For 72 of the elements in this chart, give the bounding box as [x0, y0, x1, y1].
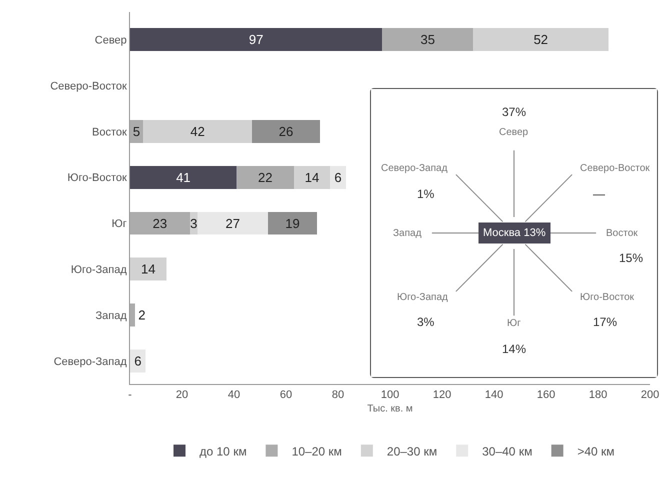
- x-tick-label: 140: [484, 389, 504, 402]
- text: 15%: [619, 251, 644, 265]
- legend-label: 20–30 км: [386, 444, 438, 458]
- text: 17%: [593, 315, 618, 329]
- data-label: 5: [132, 124, 140, 139]
- legend-label: >40 км: [577, 444, 615, 458]
- bar: [130, 28, 382, 52]
- data-label: 26: [278, 124, 294, 139]
- data-label: 52: [534, 32, 548, 48]
- category-label: Юг: [507, 318, 522, 329]
- bar: [130, 166, 237, 189]
- data-label: 6: [134, 354, 142, 369]
- x-tick-label: 180: [588, 389, 608, 402]
- x-tick-label: 60: [280, 389, 292, 402]
- x-tick-label: 160: [536, 389, 556, 402]
- bar: [473, 28, 608, 52]
- y-tick-label: Юго-Запад: [70, 264, 128, 276]
- bar: [236, 166, 294, 189]
- data-label: 22: [258, 170, 272, 185]
- bar: [330, 166, 346, 189]
- y-tick-label: Северо-Запад: [54, 356, 128, 368]
- data-label: 35: [420, 32, 435, 48]
- annotation: Москва 13%: [483, 227, 546, 239]
- data-label: 41: [176, 170, 191, 185]
- category-label: Северо-Восток: [580, 163, 650, 174]
- text: 1%: [417, 187, 434, 201]
- x-tick-label: 120: [432, 389, 452, 402]
- data-label: 2: [138, 308, 146, 323]
- x-tick-label: 20: [176, 389, 188, 402]
- x-axis-title: Тыс. кв. м: [367, 404, 413, 415]
- category-label: Запад: [393, 228, 422, 239]
- y-tick-label: Юго-Восток: [67, 172, 127, 184]
- data-label: 14: [140, 262, 156, 277]
- x-tick-label: 100: [380, 389, 400, 402]
- y-tick-label: Восток: [92, 126, 127, 138]
- x-tick-label: 40: [228, 389, 240, 402]
- text: —: [593, 187, 605, 201]
- data-label: 97: [248, 32, 264, 48]
- bar: [268, 212, 318, 235]
- bar: [294, 166, 330, 189]
- bar: [382, 28, 474, 52]
- text: 14%: [502, 342, 526, 356]
- y-tick-label: Юг: [112, 218, 127, 230]
- data-label: 3: [190, 216, 198, 231]
- bar: [130, 258, 166, 281]
- data-label: 23: [152, 216, 168, 231]
- category-label: Восток: [606, 228, 638, 239]
- bar: [130, 304, 136, 327]
- data-label: 42: [190, 124, 205, 139]
- data-label: 14: [304, 170, 320, 185]
- y-tick-label: Запад: [96, 310, 128, 322]
- data-label: 27: [225, 216, 240, 231]
- data-label: 6: [334, 170, 342, 185]
- data-label: 19: [285, 216, 300, 231]
- category-label: Север: [499, 127, 529, 138]
- y-tick-label: Север: [94, 34, 127, 46]
- category-label: Северо-Запад: [381, 163, 448, 174]
- bar: [143, 120, 252, 143]
- x-tick-label: 200: [640, 389, 660, 402]
- bar: [252, 120, 320, 143]
- text: 37%: [502, 105, 526, 119]
- category-label: Юго-Запад: [397, 292, 448, 303]
- category-label: Юго-Восток: [580, 292, 635, 303]
- legend-label: 30–40 км: [482, 444, 532, 458]
- bar: [198, 212, 268, 235]
- x-tick-label: 80: [332, 389, 344, 402]
- x-tick-label: -: [128, 389, 132, 402]
- bar: [130, 212, 190, 235]
- legend-label: до 10 км: [200, 444, 247, 458]
- y-tick-label: Северо-Восток: [50, 80, 127, 92]
- text: 3%: [417, 315, 434, 329]
- legend-label: 10–20 км: [292, 444, 342, 458]
